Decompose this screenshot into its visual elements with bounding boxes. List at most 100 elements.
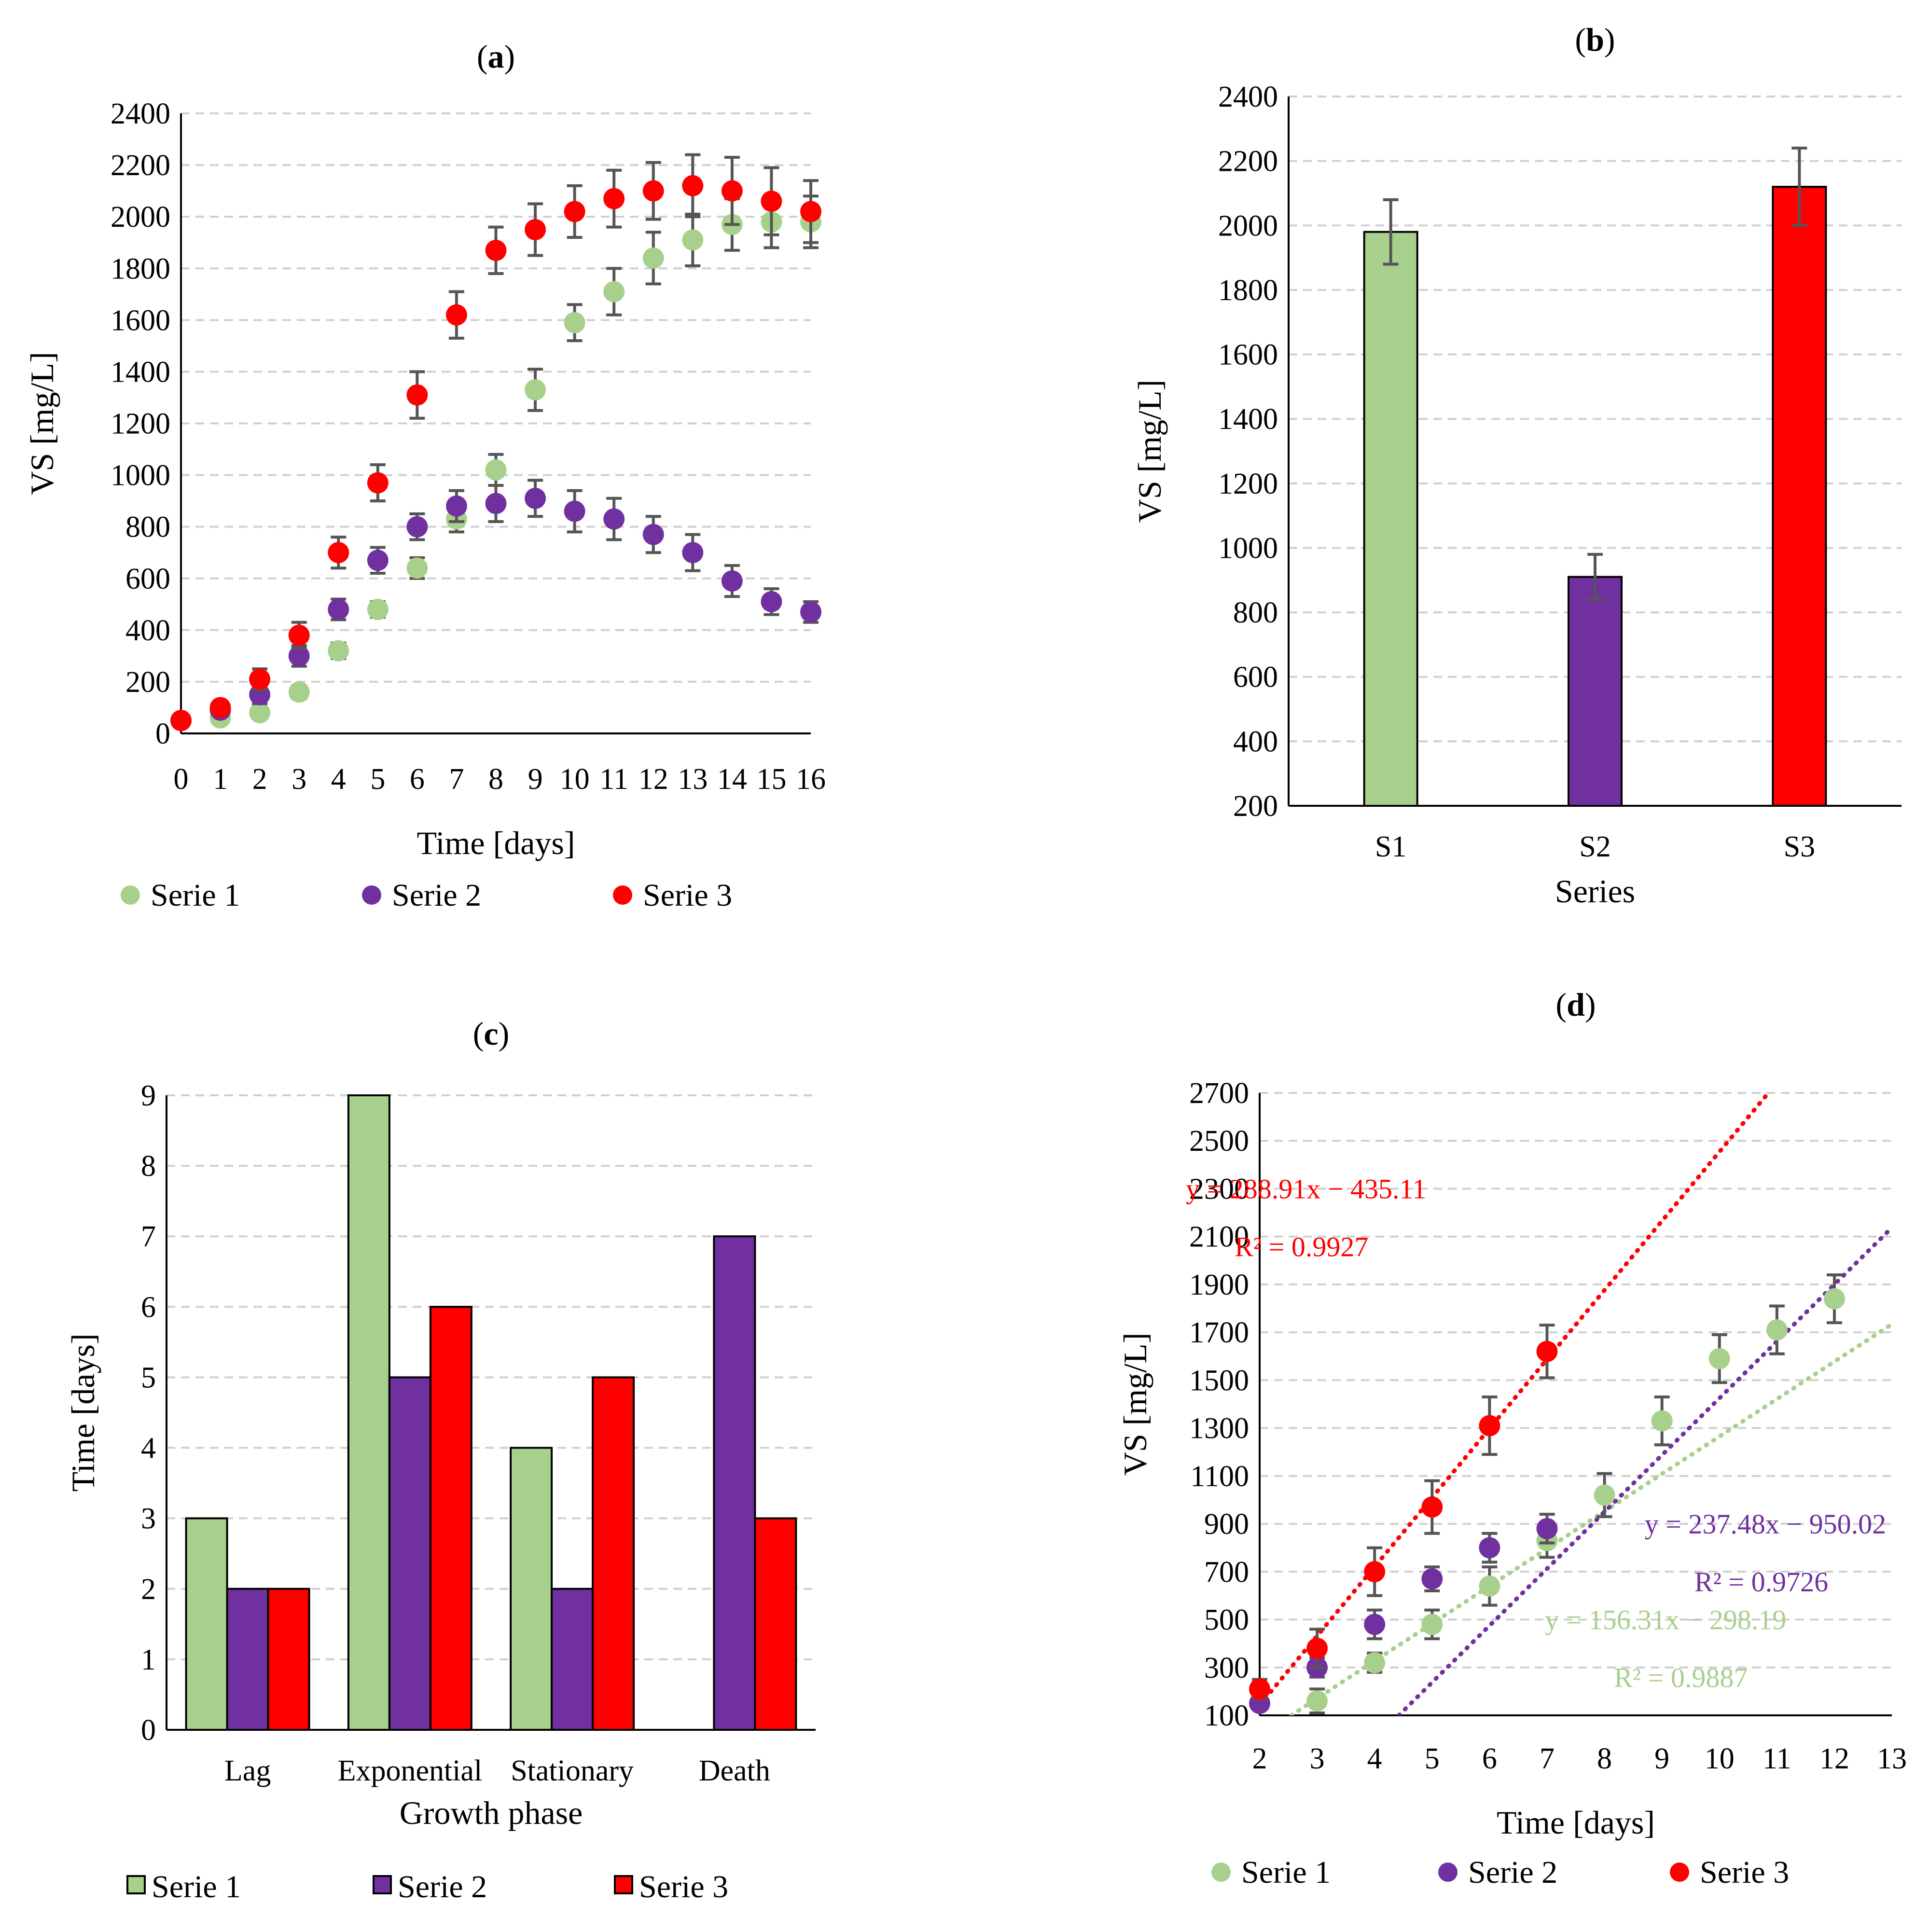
panel-c-y-tick: 4: [141, 1432, 156, 1465]
panel-a-x-title: Time [days]: [417, 825, 575, 861]
panel-c-legend-marker: [126, 1875, 146, 1894]
panel-d-point: [1364, 1652, 1386, 1673]
panel-d-x-tick: 6: [1482, 1742, 1497, 1775]
panel-a-y-tick: 1800: [111, 252, 170, 285]
panel-c-y-tick: 3: [141, 1503, 156, 1535]
panel-a-point: [288, 645, 310, 667]
panel-c-y-tick: 5: [141, 1361, 156, 1394]
panel-a-x-tick: 2: [252, 763, 267, 796]
panel-a-point: [328, 640, 349, 662]
panel-c-legend-label: Serie 1: [152, 1869, 241, 1904]
panel-d-legend-label: Serie 3: [1700, 1855, 1789, 1890]
panel-a-point: [367, 599, 389, 620]
panel-a-point: [564, 312, 585, 333]
panel-a-point: [761, 591, 782, 612]
panel-c-bar: [592, 1376, 635, 1731]
panel-d-point: [1479, 1537, 1500, 1559]
panel-b-x-tick: S1: [1375, 830, 1406, 863]
panel-d-point: [1708, 1348, 1730, 1369]
panel-a-x-tick: 7: [449, 763, 464, 796]
panel-b-y-tick: 600: [1233, 661, 1278, 694]
panel-d-y-tick: 900: [1204, 1508, 1249, 1541]
panel-c-x-tick: Stationary: [511, 1754, 634, 1787]
panel-a-title: (a): [477, 38, 515, 75]
panel-a-point: [445, 304, 467, 326]
panel-c-legend-marker: [373, 1875, 392, 1894]
panel-d-y-tick: 300: [1204, 1652, 1249, 1684]
panel-d-point: [1479, 1575, 1500, 1597]
panel-c-bar: [226, 1587, 269, 1731]
panel-d-point: [1306, 1690, 1328, 1712]
panel-d-x-title: Time [days]: [1497, 1804, 1655, 1841]
panel-d-x-tick: 5: [1425, 1742, 1440, 1775]
panel-d-x-tick: 12: [1819, 1742, 1849, 1775]
panel-a-point: [682, 175, 704, 196]
panel-d-y-tick: 2500: [1189, 1125, 1249, 1158]
panel-b-title: (b): [1575, 21, 1615, 58]
panel-a-point: [682, 542, 704, 564]
panel-d-x-tick: 3: [1310, 1742, 1325, 1775]
panel-a-point: [642, 180, 664, 202]
panel-b-y-tick: 1600: [1218, 339, 1278, 372]
panel-c-legend-marker: [614, 1875, 633, 1894]
panel-c-y-tick: 6: [141, 1291, 156, 1324]
panel-c-y-tick: 9: [141, 1079, 156, 1112]
panel-a-point: [564, 500, 585, 522]
panel-a-point: [406, 557, 428, 579]
panel-b-bar: [1568, 576, 1623, 807]
panel-b-y-tick: 2400: [1218, 81, 1278, 113]
panel-a-y-tick: 1200: [111, 408, 170, 441]
panel-a-point: [485, 493, 507, 514]
panel-c-bar: [388, 1376, 431, 1731]
panel-d-trend-equation: y = 237.48x − 950.02: [1645, 1508, 1886, 1540]
panel-a-point: [328, 542, 349, 564]
panel-d-title: (d): [1555, 986, 1596, 1023]
panel-d-trendlines: [1260, 1093, 1892, 1715]
panel-c-x-tick: Exponential: [338, 1754, 483, 1787]
panel-a-x-tick: 13: [678, 763, 708, 796]
panel-d-x-tick: 9: [1654, 1742, 1669, 1775]
panel-a-point: [525, 379, 546, 400]
panel-a-x-tick: 0: [174, 763, 189, 796]
panel-a-legend-marker: [121, 885, 140, 905]
panel-a-y-tick: 600: [125, 563, 170, 595]
panel-d-trendline: [1289, 1322, 1892, 1715]
panel-d-legend-label: Serie 2: [1468, 1855, 1557, 1890]
panel-d-point: [1536, 1340, 1558, 1362]
panel-a-point: [485, 239, 507, 261]
panel-d-y-tick: 2300: [1189, 1173, 1249, 1205]
panel-a-point: [328, 599, 349, 620]
panel-a-point: [564, 201, 585, 222]
panel-b-y-title: VS [mg/L]: [1131, 380, 1168, 523]
panel-b-bar: [1772, 186, 1827, 807]
panel-d-scatter-trend: (d)1003005007009001100130015001700190021…: [1117, 986, 1907, 1890]
panel-b-y-tick: 800: [1233, 596, 1278, 629]
panel-a-y-tick: 2200: [111, 149, 170, 182]
panel-c-bar: [429, 1306, 472, 1731]
panel-a-point: [406, 516, 428, 538]
panel-a-legend-marker: [362, 885, 381, 905]
panel-a-y-tick: 800: [125, 511, 170, 544]
panel-a-point: [525, 487, 546, 509]
panel-d-point: [1536, 1518, 1558, 1539]
panel-d-y-tick: 2700: [1189, 1077, 1249, 1110]
panel-a-y-tick: 200: [125, 666, 170, 699]
panel-a-x-tick: 4: [331, 763, 346, 796]
panel-b-y-tick: 400: [1233, 725, 1278, 758]
panel-d-y-tick: 1300: [1189, 1412, 1249, 1445]
panel-a-point: [682, 229, 704, 251]
panel-d-point: [1421, 1496, 1443, 1518]
panel-d-legend-label: Serie 1: [1241, 1855, 1331, 1890]
panel-d-y-tick: 1900: [1189, 1269, 1249, 1301]
panel-a-legend-label: Serie 2: [392, 878, 481, 913]
panel-a-x-tick: 10: [560, 763, 590, 796]
panel-c-bar: [185, 1517, 228, 1731]
panel-a-point: [721, 180, 743, 202]
panel-c-y-tick: 0: [141, 1714, 156, 1747]
panel-b-y-tick: 2000: [1218, 209, 1278, 242]
panel-c-y-tick: 2: [141, 1573, 156, 1606]
panel-a-x-tick: 1: [213, 763, 228, 796]
panel-d-x-tick: 2: [1252, 1742, 1267, 1775]
panel-a-scatter: (a) 0 200 400 600 800 1000 1200 1400 1600 1800 2000…: [24, 38, 826, 913]
panel-d-x-tick: 11: [1763, 1742, 1791, 1775]
